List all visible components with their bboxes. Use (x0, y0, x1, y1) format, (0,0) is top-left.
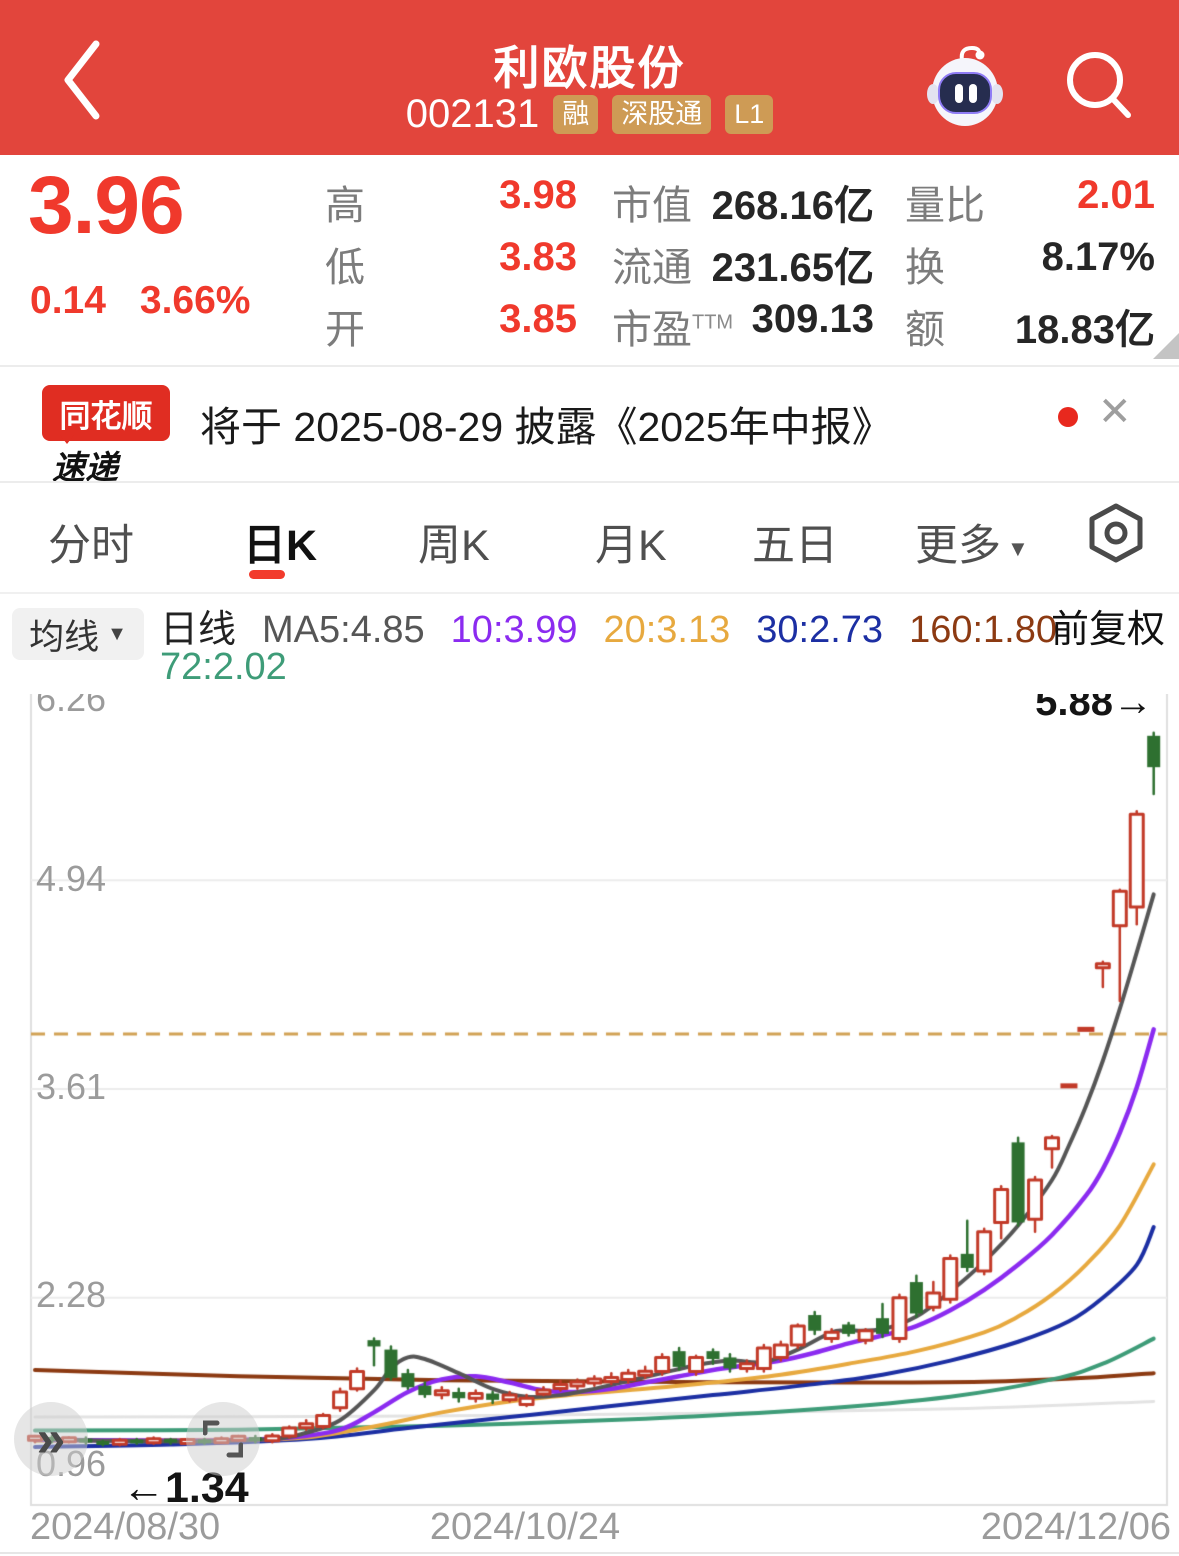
current-price: 3.96 (28, 160, 185, 251)
tab-daily-k[interactable]: 日K (243, 522, 318, 570)
ma10-value: 10:3.99 (450, 609, 578, 651)
tab-minute[interactable]: 分时 (48, 522, 134, 570)
ma72-value: 72:2.02 (160, 646, 287, 688)
tab-more[interactable]: 更多 ▼ (915, 522, 1029, 570)
back-icon[interactable] (58, 38, 106, 122)
divider (0, 481, 1179, 483)
x-label-end: 2024/12/06 (980, 1506, 1171, 1548)
ai-assistant-icon[interactable] (925, 40, 1005, 130)
tab-five-day[interactable]: 五日 (752, 522, 838, 570)
pe-ttm-superscript: TTM (692, 311, 734, 334)
quote-panel: 3.96 0.14 3.66% 高 3.98 低 3.83 开 3.85 市值 2… (0, 155, 1179, 365)
ma-legend-bar: 均线 ▼ 日线 MA5:4.85 10:3.99 20:3.13 30:2.73 160:1… (0, 594, 1179, 694)
chart-settings-icon[interactable] (1088, 502, 1144, 564)
divider (0, 1552, 1179, 1554)
fast-forward-button[interactable]: » (14, 1402, 88, 1476)
screenshot-frame-button[interactable] (186, 1402, 260, 1476)
y-tick-3-61: 3.61 (36, 1066, 107, 1107)
y-tick-4-94: 4.94 (36, 858, 107, 899)
app-header: 利欧股份 002131 融 深股通 L1 (0, 0, 1179, 155)
stat-open: 开 3.85 (325, 297, 577, 352)
ma5-value: MA5:4.85 (262, 609, 425, 651)
ths-logo-subtitle: 速递 (52, 449, 118, 486)
badge-level: L1 (725, 95, 774, 134)
ma-values-row: 日线 MA5:4.85 10:3.99 20:3.13 30:2.73 160:1.80 (160, 598, 1083, 653)
ma160-value: 160:1.80 (909, 609, 1057, 651)
change-abs: 0.14 (30, 279, 106, 322)
news-flash-bar[interactable]: 同花顺 速递 将于 2025-08-29 披露《2025年中报》 ✕ (0, 367, 1179, 486)
chevron-down-icon: ▼ (1007, 535, 1029, 561)
badge-margin: 融 (553, 95, 599, 134)
change-pct: 3.66% (139, 279, 251, 322)
news-message[interactable]: 将于 2025-08-29 披露《2025年中报》 (200, 404, 893, 450)
close-icon[interactable]: ✕ (1098, 390, 1132, 434)
stock-subrow: 002131 融 深股通 L1 (0, 92, 1179, 137)
unread-dot (1058, 407, 1078, 427)
forward-adjust-toggle[interactable]: 前复权 (1050, 609, 1165, 651)
stat-amount: 额 18.83亿 (905, 308, 1155, 352)
expand-quote-handle[interactable] (1153, 333, 1179, 359)
divider (0, 365, 1179, 367)
x-axis: 2024/08/30 2024/10/24 2024/12/06 (0, 1506, 1179, 1550)
x-label-start: 2024/08/30 (30, 1506, 221, 1548)
divider (0, 592, 1179, 594)
chart-tab-bar: 分时 日K 周K 月K 五日 更多 ▼ (0, 483, 1179, 592)
stat-float: 流通 231.65亿 (612, 246, 874, 290)
tab-monthly-k[interactable]: 月K (595, 522, 667, 570)
price-change: 0.14 3.66% (30, 279, 285, 323)
search-icon[interactable] (1062, 48, 1140, 126)
stat-pe-ttm: 市盈TTM 309.13 (612, 297, 874, 352)
stat-volume-ratio: 量比 2.01 (905, 173, 1155, 228)
stock-code: 002131 (405, 92, 540, 136)
stat-turnover: 换 8.17% (905, 235, 1155, 290)
active-tab-indicator (249, 570, 285, 579)
chevron-down-icon: ▼ (107, 622, 127, 645)
stock-title: 利欧股份 (493, 42, 686, 94)
stat-marketcap: 市值 268.16亿 (612, 184, 874, 228)
ths-logo: 同花顺 (42, 385, 170, 444)
y-tick-2-28: 2.28 (36, 1274, 107, 1315)
badge-connect: 深股通 (612, 95, 712, 134)
x-label-mid: 2024/10/24 (429, 1506, 621, 1548)
ma-selector-button[interactable]: 均线 ▼ (12, 608, 144, 660)
tab-weekly-k[interactable]: 周K (418, 522, 490, 570)
ma20-value: 20:3.13 (603, 609, 731, 651)
stat-low: 低 3.83 (325, 235, 577, 290)
ma30-value: 30:2.73 (756, 609, 884, 651)
stat-high: 高 3.98 (325, 173, 577, 228)
crop-frame-icon (203, 1420, 243, 1458)
ma-period-label: 日线 (160, 609, 237, 651)
